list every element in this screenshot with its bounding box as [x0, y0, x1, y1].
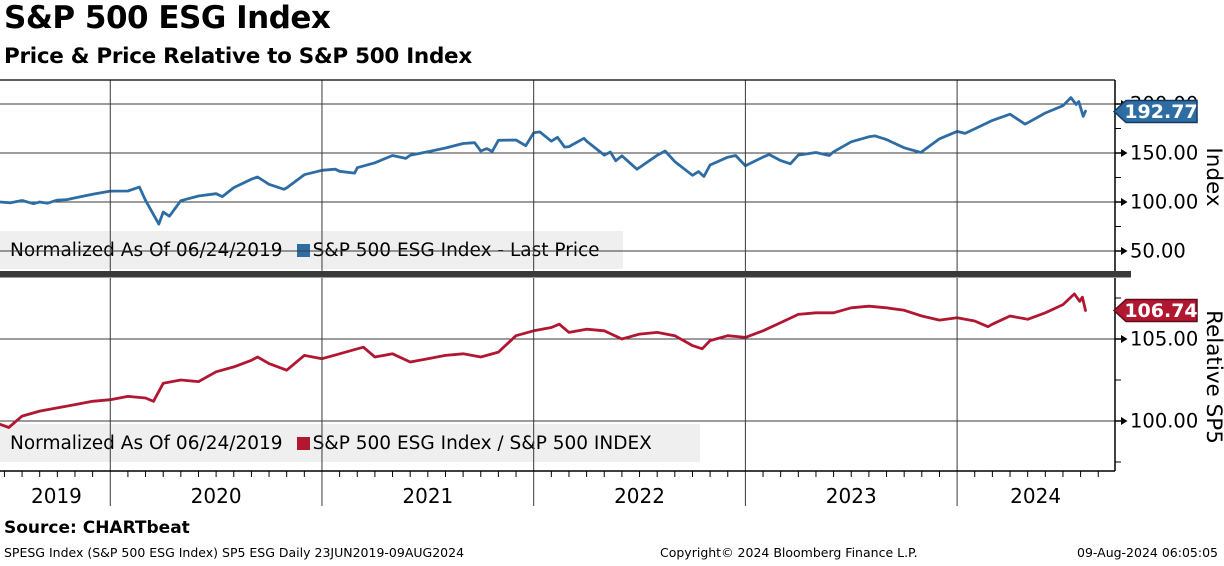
last-price-value-bottom: 106.74	[1124, 300, 1197, 322]
y-axis-title-bottom: Relative SP5	[1201, 310, 1224, 444]
y-axis-tick-arrow-icon	[1121, 247, 1128, 256]
y-axis-tick-arrow-icon	[1121, 334, 1128, 343]
footer-copyright: Copyright© 2024 Bloomberg Finance L.P.	[660, 545, 918, 560]
panel-separator	[0, 271, 1131, 278]
x-year-label: 2022	[614, 484, 665, 508]
footer-ticker-info: SPESG Index (S&P 500 ESG Index) SP5 ESG …	[4, 545, 465, 560]
esg-relative-price-line	[0, 292, 1087, 429]
y-axis-tick-arrow-icon	[1121, 149, 1128, 158]
legend-top-panel: Normalized As Of 06/24/2019 S&P 500 ESG …	[0, 231, 623, 269]
x-year-label: 2023	[826, 484, 877, 508]
x-year-label: 2021	[402, 484, 453, 508]
last-price-badge-top	[1112, 99, 1198, 124]
legend-series-label: S&P 500 ESG Index - Last Price	[312, 239, 600, 261]
last-price-value-top: 192.77	[1124, 101, 1197, 123]
legend-normalized-note: Normalized As Of 06/24/2019	[10, 239, 283, 261]
y-tick-label: 100.00	[1130, 409, 1198, 432]
blue-series-swatch-icon	[296, 243, 310, 257]
x-year-label: 2024	[1010, 484, 1061, 508]
x-year-label: 2019	[31, 484, 82, 508]
y-tick-label: 105.00	[1130, 327, 1198, 350]
y-tick-label: 150.00	[1130, 142, 1198, 165]
y-axis-tick-arrow-icon	[1121, 416, 1128, 425]
y-axis-tick-arrow-icon	[1121, 198, 1128, 207]
last-price-badge-bottom	[1112, 298, 1198, 323]
esg-index-price-line	[0, 96, 1087, 226]
page-title: S&P 500 ESG Index	[4, 0, 331, 36]
x-year-label: 2020	[191, 484, 242, 508]
footer-timestamp: 09-Aug-2024 06:05:05	[1077, 545, 1218, 560]
legend-bottom-panel: Normalized As Of 06/24/2019 S&P 500 ESG …	[0, 424, 700, 462]
source-note: Source: CHARTbeat	[4, 518, 190, 538]
red-series-swatch-icon	[296, 436, 310, 450]
page-subtitle: Price & Price Relative to S&P 500 Index	[4, 44, 472, 69]
legend-normalized-note: Normalized As Of 06/24/2019	[10, 432, 283, 454]
y-tick-label: 100.00	[1130, 191, 1198, 214]
y-axis-title-top: Index	[1201, 147, 1224, 206]
y-tick-label: 50.00	[1130, 240, 1186, 263]
legend-series-label: S&P 500 ESG Index / S&P 500 INDEX	[312, 432, 652, 454]
